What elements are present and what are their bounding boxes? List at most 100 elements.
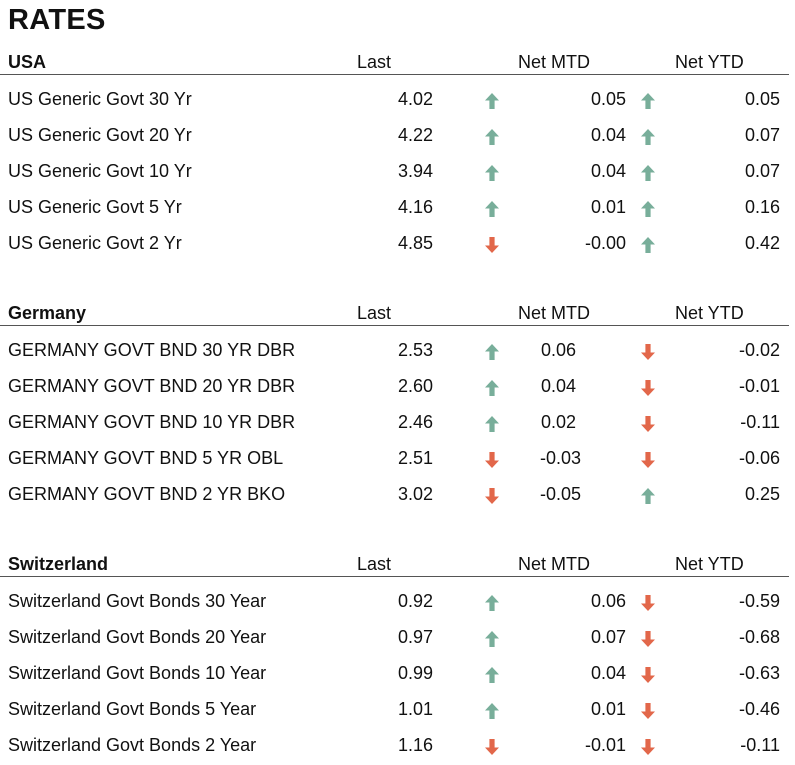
net-ytd-value: -0.11 [740,412,780,432]
net-ytd-value: 0.16 [744,197,780,217]
last-value: 4.16 [397,197,433,217]
column-header-net-mtd: Net MTD [518,303,590,323]
section-header: Germany Last Net MTD Net YTD [0,303,789,326]
bond-name: US Generic Govt 10 Yr [8,161,192,181]
arrow-up-icon [484,92,500,110]
arrow-down-icon [640,666,656,684]
table-row: US Generic Govt 20 Yr 4.22 0.04 0.07 [0,117,795,153]
table-row: GERMANY GOVT BND 20 YR DBR 2.60 0.04 -0.… [0,368,795,404]
arrow-up-icon [484,343,500,361]
arrow-up-icon [484,164,500,182]
last-value: 2.60 [397,376,433,396]
net-ytd-value: -0.63 [738,663,780,683]
table-row: GERMANY GOVT BND 10 YR DBR 2.46 0.02 -0.… [0,404,795,440]
section-title: USA [8,52,47,72]
arrow-down-icon [640,379,656,397]
arrow-up-icon [484,200,500,218]
bond-name: GERMANY GOVT BND 30 YR DBR [8,340,296,360]
column-header-net-ytd: Net YTD [675,303,744,323]
table-row: Switzerland Govt Bonds 5 Year 1.01 0.01 … [0,691,795,727]
arrow-up-icon [640,487,656,505]
bond-name: GERMANY GOVT BND 20 YR DBR [8,376,296,396]
arrow-up-icon [640,164,656,182]
column-header-last: Last [357,303,392,323]
arrow-up-icon [484,379,500,397]
net-ytd-value: 0.25 [744,484,780,504]
net-ytd-value: -0.01 [738,376,780,396]
net-mtd-value: 0.04 [590,125,626,145]
net-mtd-value: 0.06 [540,340,576,360]
net-mtd-value: 0.04 [540,376,576,396]
bond-name: GERMANY GOVT BND 5 YR OBL [8,448,284,468]
page-title: RATES [8,4,106,36]
arrow-down-icon [640,415,656,433]
net-mtd-value: 0.01 [590,699,626,719]
arrow-down-icon [484,487,500,505]
net-mtd-value: 0.05 [590,89,626,109]
net-mtd-value: -0.00 [584,233,626,253]
arrow-up-icon [484,702,500,720]
arrow-down-icon [640,702,656,720]
table-row: US Generic Govt 10 Yr 3.94 0.04 0.07 [0,153,795,189]
bond-name: Switzerland Govt Bonds 5 Year [8,699,257,719]
table-row: Switzerland Govt Bonds 10 Year 0.99 0.04… [0,655,795,691]
table-row: US Generic Govt 30 Yr 4.02 0.05 0.05 [0,81,795,117]
bond-name: Switzerland Govt Bonds 20 Year [8,627,267,647]
bond-name: US Generic Govt 30 Yr [8,89,192,109]
net-mtd-value: 0.04 [590,663,626,683]
column-header-last: Last [357,554,392,574]
net-ytd-value: 0.07 [744,161,780,181]
arrow-up-icon [484,666,500,684]
net-ytd-value: 0.07 [744,125,780,145]
bond-name: GERMANY GOVT BND 2 YR BKO [8,484,286,504]
last-value: 0.97 [397,627,433,647]
column-header-net-mtd: Net MTD [518,52,590,72]
last-value: 3.02 [397,484,433,504]
net-mtd-value: 0.06 [590,591,626,611]
bond-name: Switzerland Govt Bonds 2 Year [8,735,257,755]
section-header: USA Last Net MTD Net YTD [0,52,789,75]
net-ytd-value: -0.06 [738,448,780,468]
column-header-net-ytd: Net YTD [675,554,744,574]
last-value: 1.01 [397,699,433,719]
net-mtd-value: -0.01 [584,735,626,755]
arrow-down-icon [484,451,500,469]
bond-name: GERMANY GOVT BND 10 YR DBR [8,412,296,432]
arrow-up-icon [484,415,500,433]
net-mtd-value: 0.01 [590,197,626,217]
arrow-up-icon [640,236,656,254]
last-value: 4.22 [397,125,433,145]
arrow-up-icon [484,630,500,648]
last-value: 1.16 [397,735,433,755]
last-value: 2.53 [397,340,433,360]
arrow-down-icon [484,236,500,254]
table-row: GERMANY GOVT BND 30 YR DBR 2.53 0.06 -0.… [0,332,795,368]
bond-name: Switzerland Govt Bonds 10 Year [8,663,267,683]
column-header-net-mtd: Net MTD [518,554,590,574]
net-ytd-value: 0.42 [744,233,780,253]
arrow-down-icon [640,343,656,361]
net-ytd-value: -0.02 [738,340,780,360]
net-ytd-value: -0.59 [738,591,780,611]
table-row: US Generic Govt 2 Yr 4.85 -0.00 0.42 [0,225,795,261]
arrow-down-icon [640,594,656,612]
bond-name: US Generic Govt 20 Yr [8,125,192,145]
last-value: 4.02 [397,89,433,109]
last-value: 3.94 [397,161,433,181]
column-header-last: Last [357,52,392,72]
bond-name: US Generic Govt 2 Yr [8,233,182,253]
net-mtd-value: -0.05 [539,484,581,504]
net-mtd-value: 0.04 [590,161,626,181]
column-header-net-ytd: Net YTD [675,52,744,72]
last-value: 2.46 [397,412,433,432]
section-title: Germany [8,303,87,323]
net-ytd-value: -0.46 [738,699,780,719]
arrow-down-icon [484,738,500,756]
table-row: GERMANY GOVT BND 2 YR BKO 3.02 -0.05 0.2… [0,476,795,512]
arrow-up-icon [640,92,656,110]
net-mtd-value: 0.07 [590,627,626,647]
net-mtd-value: 0.02 [540,412,576,432]
bond-name: US Generic Govt 5 Yr [8,197,182,217]
net-ytd-value: 0.05 [744,89,780,109]
table-row: Switzerland Govt Bonds 30 Year 0.92 0.06… [0,583,795,619]
